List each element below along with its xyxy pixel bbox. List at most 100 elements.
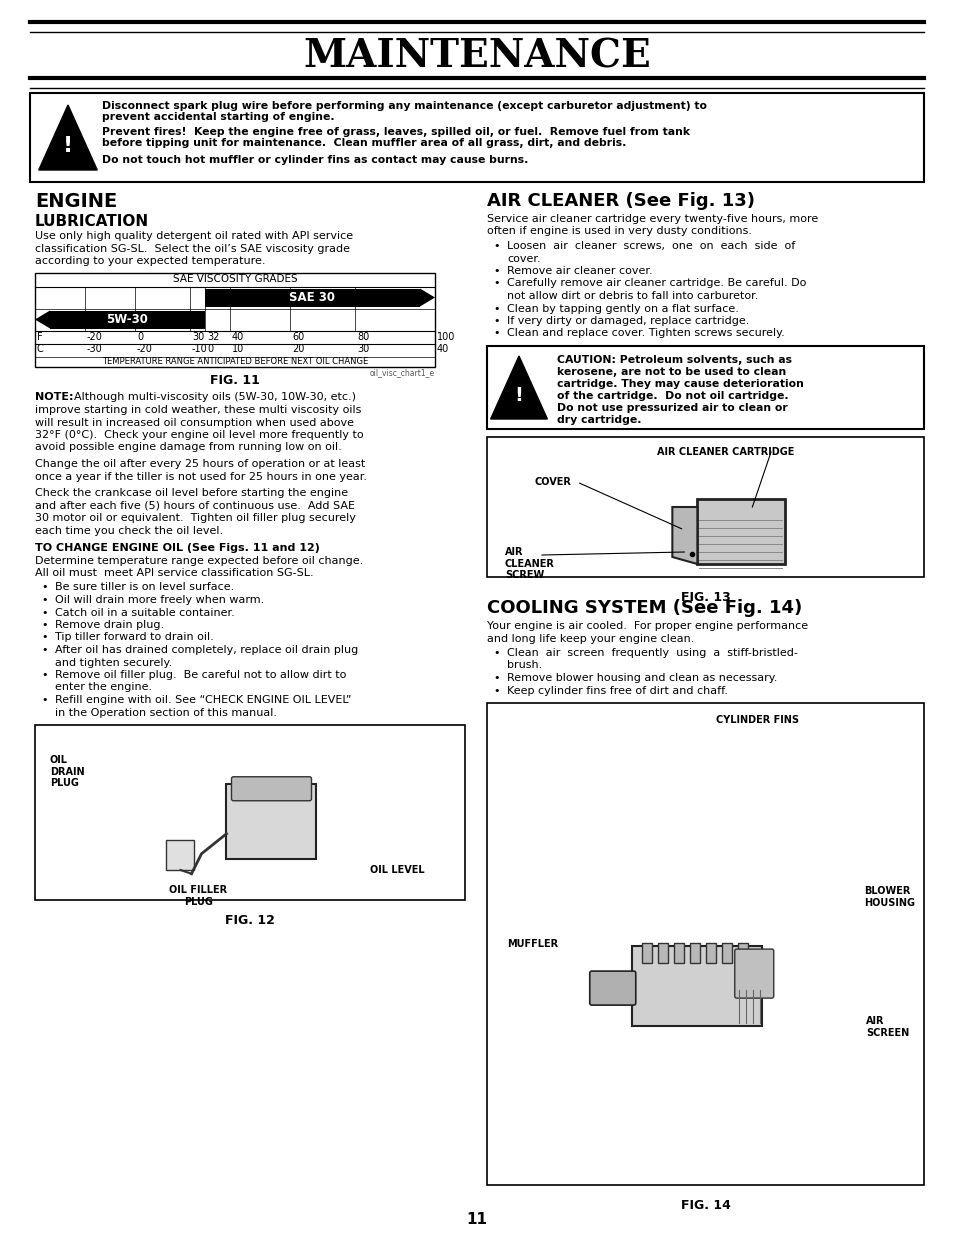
Text: kerosene, are not to be used to clean: kerosene, are not to be used to clean [557, 367, 785, 377]
Text: prevent accidental starting of engine.: prevent accidental starting of engine. [102, 112, 335, 122]
Text: LUBRICATION: LUBRICATION [35, 214, 149, 228]
Text: COOLING SYSTEM (See Fig. 14): COOLING SYSTEM (See Fig. 14) [486, 599, 801, 618]
FancyBboxPatch shape [689, 944, 700, 963]
Text: -30: -30 [87, 345, 103, 354]
Text: •: • [493, 304, 499, 314]
FancyBboxPatch shape [734, 950, 773, 998]
FancyBboxPatch shape [205, 289, 419, 306]
FancyBboxPatch shape [167, 840, 194, 869]
Text: ENGINE: ENGINE [35, 191, 117, 211]
Polygon shape [35, 310, 50, 329]
Text: •: • [41, 645, 48, 655]
Text: Loosen  air  cleaner  screws,  one  on  each  side  of: Loosen air cleaner screws, one on each s… [506, 241, 795, 251]
Text: -10: -10 [192, 345, 208, 354]
FancyBboxPatch shape [697, 499, 784, 564]
Text: •: • [493, 648, 499, 658]
FancyBboxPatch shape [486, 346, 923, 429]
Text: 100: 100 [436, 331, 455, 342]
Text: 30: 30 [356, 345, 369, 354]
Text: 40: 40 [232, 331, 244, 342]
Text: classification SG-SL.  Select the oil’s SAE viscosity grade: classification SG-SL. Select the oil’s S… [35, 243, 350, 253]
Text: dry cartridge.: dry cartridge. [557, 415, 640, 425]
Text: •: • [493, 279, 499, 289]
Text: !: ! [514, 387, 523, 405]
Text: 32: 32 [207, 331, 219, 342]
Text: C: C [37, 345, 44, 354]
Text: AIR CLEANER CARTRIDGE: AIR CLEANER CARTRIDGE [656, 447, 793, 457]
Text: oil_visc_chart1_e: oil_visc_chart1_e [370, 368, 435, 378]
Text: •: • [493, 241, 499, 251]
FancyBboxPatch shape [705, 944, 715, 963]
Text: Clean and replace cover. Tighten screws securely.: Clean and replace cover. Tighten screws … [506, 329, 784, 338]
Text: •: • [41, 583, 48, 593]
Text: 0: 0 [137, 331, 143, 342]
Text: Your engine is air cooled.  For proper engine performance: Your engine is air cooled. For proper en… [486, 621, 807, 631]
Text: and after each five (5) hours of continuous use.  Add SAE: and after each five (5) hours of continu… [35, 500, 355, 510]
Text: TEMPERATURE RANGE ANTICIPATED BEFORE NEXT OIL CHANGE: TEMPERATURE RANGE ANTICIPATED BEFORE NEX… [102, 357, 368, 367]
Text: 0: 0 [207, 345, 213, 354]
Text: •: • [41, 595, 48, 605]
FancyBboxPatch shape [737, 944, 747, 963]
FancyBboxPatch shape [50, 310, 205, 329]
Text: •: • [41, 632, 48, 642]
Text: Tip tiller forward to drain oil.: Tip tiller forward to drain oil. [55, 632, 213, 642]
Text: CAUTION: Petroleum solvents, such as: CAUTION: Petroleum solvents, such as [557, 354, 791, 366]
Text: and tighten securely.: and tighten securely. [55, 657, 172, 667]
Text: in the Operation section of this manual.: in the Operation section of this manual. [55, 708, 276, 718]
Text: Clean  air  screen  frequently  using  a  stiff-bristled-: Clean air screen frequently using a stif… [506, 648, 797, 658]
FancyBboxPatch shape [657, 944, 667, 963]
FancyBboxPatch shape [486, 703, 923, 1186]
Text: 60: 60 [292, 331, 304, 342]
Text: Service air cleaner cartridge every twenty-five hours, more: Service air cleaner cartridge every twen… [486, 214, 818, 224]
Text: before tipping unit for maintenance.  Clean muffler area of all grass, dirt, and: before tipping unit for maintenance. Cle… [102, 138, 626, 148]
Text: CYLINDER FINS: CYLINDER FINS [716, 715, 799, 725]
Text: F: F [37, 331, 43, 342]
Polygon shape [419, 289, 435, 306]
Text: SAE 30: SAE 30 [289, 291, 335, 304]
Text: Do not use pressurized air to clean or: Do not use pressurized air to clean or [557, 403, 787, 412]
Text: each time you check the oil level.: each time you check the oil level. [35, 526, 223, 536]
Text: Remove drain plug.: Remove drain plug. [55, 620, 164, 630]
FancyBboxPatch shape [589, 971, 635, 1005]
FancyBboxPatch shape [30, 93, 923, 182]
Text: Remove oil filler plug.  Be careful not to allow dirt to: Remove oil filler plug. Be careful not t… [55, 671, 346, 680]
Text: Clean by tapping gently on a flat surface.: Clean by tapping gently on a flat surfac… [506, 304, 739, 314]
Text: OIL
DRAIN
PLUG: OIL DRAIN PLUG [50, 755, 85, 788]
Text: After oil has drained completely, replace oil drain plug: After oil has drained completely, replac… [55, 645, 358, 655]
FancyBboxPatch shape [35, 273, 435, 367]
Text: Catch oil in a suitable container.: Catch oil in a suitable container. [55, 608, 234, 618]
Text: •: • [493, 266, 499, 275]
Text: •: • [41, 671, 48, 680]
Text: enter the engine.: enter the engine. [55, 683, 152, 693]
FancyBboxPatch shape [232, 777, 312, 800]
Text: •: • [493, 329, 499, 338]
Text: Remove air cleaner cover.: Remove air cleaner cover. [506, 266, 652, 275]
Text: All oil must  meet API service classification SG-SL.: All oil must meet API service classifica… [35, 568, 314, 578]
Text: Refill engine with oil. See “CHECK ENGINE OIL LEVEL”: Refill engine with oil. See “CHECK ENGIN… [55, 695, 351, 705]
Text: often if engine is used in very dusty conditions.: often if engine is used in very dusty co… [486, 226, 751, 236]
Text: Be sure tiller is on level surface.: Be sure tiller is on level surface. [55, 583, 234, 593]
Text: FIG. 11: FIG. 11 [210, 374, 259, 388]
Text: 30 motor oil or equivalent.  Tighten oil filler plug securely: 30 motor oil or equivalent. Tighten oil … [35, 513, 355, 522]
Text: 20: 20 [292, 345, 304, 354]
Text: cover.: cover. [506, 253, 540, 263]
Text: and long life keep your engine clean.: and long life keep your engine clean. [486, 634, 694, 643]
FancyBboxPatch shape [486, 437, 923, 577]
Text: Determine temperature range expected before oil change.: Determine temperature range expected bef… [35, 556, 363, 566]
Text: avoid possible engine damage from running low on oil.: avoid possible engine damage from runnin… [35, 442, 341, 452]
Text: !: ! [63, 136, 73, 156]
Text: Use only high quality detergent oil rated with API service: Use only high quality detergent oil rate… [35, 231, 353, 241]
Text: will result in increased oil consumption when used above: will result in increased oil consumption… [35, 417, 354, 427]
Text: •: • [493, 685, 499, 695]
Text: Check the crankcase oil level before starting the engine: Check the crankcase oil level before sta… [35, 488, 348, 498]
Text: Carefully remove air cleaner cartridge. Be careful. Do: Carefully remove air cleaner cartridge. … [506, 279, 805, 289]
Polygon shape [672, 508, 697, 564]
Text: Do not touch hot muffler or cylinder fins as contact may cause burns.: Do not touch hot muffler or cylinder fin… [102, 156, 528, 165]
Text: 32°F (0°C).  Check your engine oil level more frequently to: 32°F (0°C). Check your engine oil level … [35, 430, 363, 440]
Polygon shape [490, 356, 547, 419]
Text: Keep cylinder fins free of dirt and chaff.: Keep cylinder fins free of dirt and chaf… [506, 685, 727, 695]
Text: -20: -20 [87, 331, 103, 342]
Text: OIL LEVEL: OIL LEVEL [370, 864, 425, 876]
FancyBboxPatch shape [226, 784, 316, 858]
Text: FIG. 14: FIG. 14 [679, 1199, 730, 1212]
